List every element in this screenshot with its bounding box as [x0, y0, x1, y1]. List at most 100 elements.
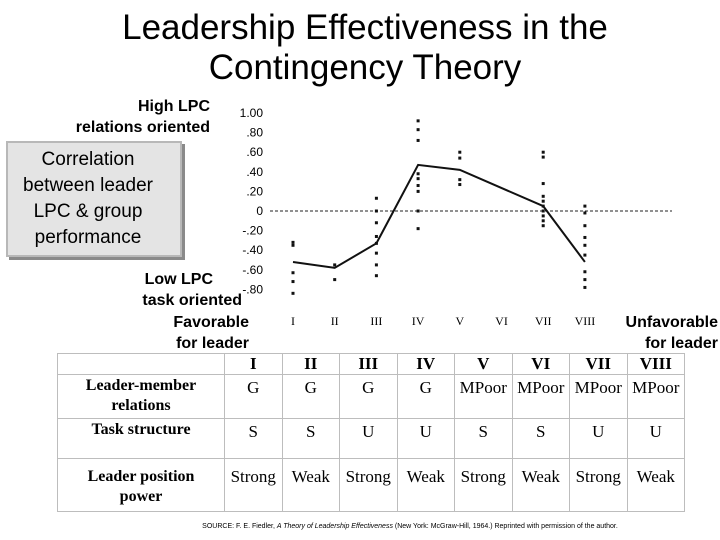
y-tick-label: 1.00: [240, 106, 264, 120]
table-cell: MPoor: [511, 374, 570, 419]
y-axis-ticks: 1.00 .80 .60 .40 .20 0 -.20 -.40 -.60 -.80: [240, 106, 264, 296]
row-label-line: relations: [111, 397, 171, 414]
table-header: VII: [569, 353, 628, 375]
title-line-2: Contingency Theory: [208, 48, 522, 87]
table-header: II: [281, 353, 340, 375]
correlation-box: [6, 141, 182, 257]
lpc-correlation-chart: 1.00.80.60.40.200-.20-.40-.60-.80 I II III…: [240, 106, 672, 328]
row-label-line: Leader-member: [85, 377, 197, 394]
table-cell: Weak: [396, 458, 455, 512]
data-point: [374, 234, 378, 238]
table-cell: MPoor: [569, 374, 628, 419]
table-cell: MPoor: [626, 374, 685, 419]
data-point: [374, 251, 378, 255]
table-cell: G: [339, 374, 398, 419]
x-tick-label: VIII: [575, 314, 596, 328]
data-point: [416, 172, 420, 176]
data-point: [583, 253, 587, 257]
data-point: [458, 150, 462, 154]
table-cell: U: [626, 418, 685, 459]
unfavorable-label: Unfavorable: [625, 314, 718, 331]
task-oriented-label: task oriented: [142, 292, 242, 309]
table-row: Leader position power Strong Weak Strong…: [57, 458, 685, 512]
y-tick-label: .40: [246, 165, 263, 179]
favorable-label: Favorable: [173, 314, 249, 331]
data-point: [541, 214, 545, 218]
data-point: [458, 178, 462, 182]
y-tick-label: -.40: [242, 243, 263, 257]
x-tick-label: IV: [412, 314, 425, 328]
data-point: [458, 156, 462, 160]
row-label-line: power: [119, 488, 163, 505]
source-citation: SOURCE: F. E. Fiedler, A Theory of Leade…: [110, 523, 710, 530]
row-label-line: Leader position: [87, 468, 195, 485]
correlation-line-2: between leader: [23, 175, 153, 196]
table-corner-cell: [57, 353, 225, 375]
data-point: [416, 177, 420, 181]
data-point: [374, 196, 378, 200]
table-cell: S: [511, 418, 570, 459]
data-point: [541, 150, 545, 154]
row-label-position-power: Leader position power: [57, 458, 225, 512]
unfavorable-for-leader-label: for leader: [645, 335, 718, 352]
table-cell: U: [396, 418, 455, 459]
data-point: [583, 224, 587, 228]
table-cell: S: [224, 418, 283, 459]
title-line-1: Leadership Effectiveness in the: [122, 8, 608, 47]
data-point: [416, 119, 420, 123]
data-point: [374, 274, 378, 278]
data-point: [291, 271, 295, 275]
x-tick-label: VII: [535, 314, 552, 328]
data-point: [583, 243, 587, 247]
data-point: [416, 189, 420, 193]
median-correlation-line: [292, 163, 586, 269]
table-cell: U: [569, 418, 628, 459]
table-row: Leader-member relations G G G G MPoor MP…: [57, 374, 685, 419]
data-point: [333, 263, 337, 267]
table-header: VIII: [626, 353, 685, 375]
table-cell: S: [281, 418, 340, 459]
table-cell: Strong: [569, 458, 628, 512]
relations-oriented-label: relations oriented: [75, 119, 210, 136]
x-tick-label: VI: [495, 314, 508, 328]
table-header-row: I II III IV V VI VII VIII: [57, 353, 685, 375]
table-cell: G: [281, 374, 340, 419]
data-point: [374, 263, 378, 267]
row-label-leader-member: Leader-member relations: [57, 374, 225, 419]
data-point: [541, 199, 545, 203]
correlation-line-4: performance: [34, 227, 142, 248]
data-point: [541, 209, 545, 213]
data-point: [374, 221, 378, 225]
y-tick-label: -.20: [242, 224, 263, 238]
data-point: [583, 278, 587, 282]
table-cell: Strong: [224, 458, 283, 512]
correlation-line-3: LPC & group: [33, 201, 143, 222]
data-point: [458, 183, 462, 187]
table-cell: Strong: [339, 458, 398, 512]
x-tick-label: II: [331, 314, 339, 328]
table-row: Task structure S S U U S S U U: [57, 418, 685, 459]
x-tick-label: I: [291, 314, 295, 328]
source-book-title: A Theory of Leadership Effectiveness: [276, 523, 393, 530]
high-lpc-note: High LPC relations oriented: [40, 96, 210, 138]
favorable-note: Favorable for leader: [100, 312, 249, 354]
data-point: [374, 209, 378, 213]
table-cell: MPoor: [454, 374, 513, 419]
data-point: [583, 270, 587, 274]
table-header: III: [339, 353, 398, 375]
table-cell: G: [224, 374, 283, 419]
data-point: [333, 278, 337, 282]
source-prefix: SOURCE: F. E. Fiedler,: [202, 523, 277, 530]
table-header: IV: [396, 353, 455, 375]
data-point: [291, 243, 295, 247]
low-lpc-label: Low LPC: [144, 271, 213, 288]
y-tick-label: -.80: [242, 282, 263, 296]
data-point: [583, 204, 587, 208]
table-cell: Weak: [511, 458, 570, 512]
data-point: [583, 211, 587, 215]
data-point: [416, 227, 420, 231]
correlation-line-1: Correlation: [41, 149, 135, 170]
data-point: [416, 138, 420, 142]
data-point: [416, 209, 420, 213]
data-point: [541, 194, 545, 198]
